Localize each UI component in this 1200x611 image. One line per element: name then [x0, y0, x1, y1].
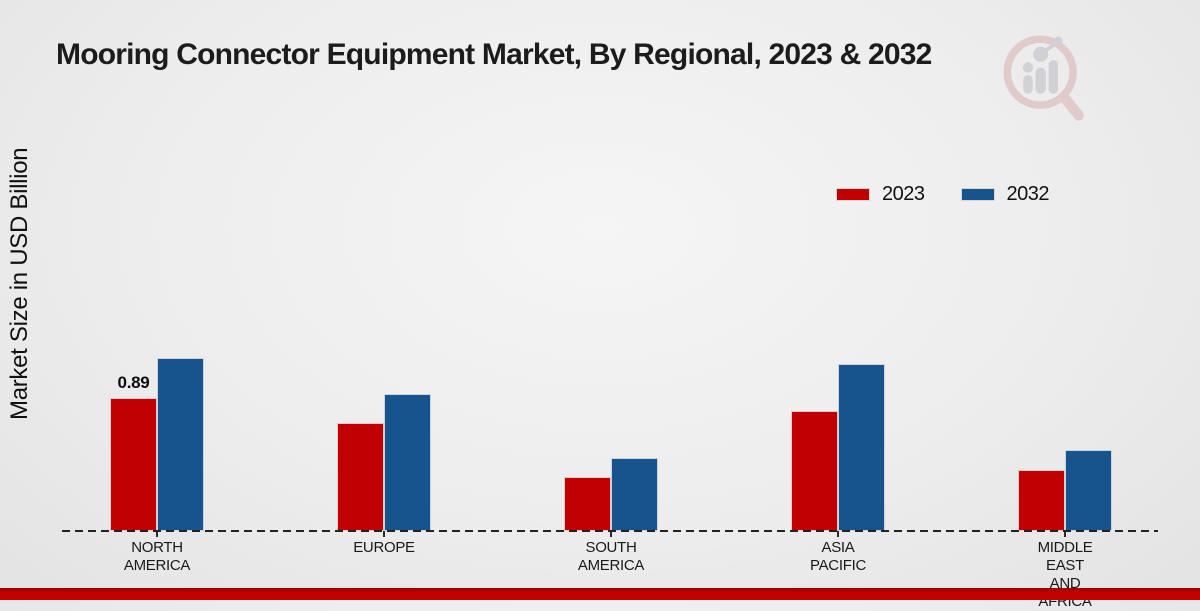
- bar-2032-europe: [384, 394, 431, 531]
- x-axis-label-north-america: NORTH AMERICA: [77, 539, 237, 575]
- x-axis-tick-asia-pacific: [837, 531, 839, 537]
- legend-swatch-2023: [836, 188, 870, 201]
- legend-label-2023: 2023: [882, 183, 925, 205]
- bar-2023-south-america: [564, 477, 611, 531]
- legend-label-2032: 2032: [1006, 183, 1050, 205]
- x-axis-label-line: AND: [1049, 575, 1081, 592]
- bar-value-label-2023: 0.89: [117, 373, 150, 393]
- x-axis-label-line: EAST: [1046, 557, 1084, 574]
- x-axis-label-line: PACIFIC: [810, 557, 866, 574]
- x-axis-baseline: [62, 530, 1158, 532]
- legend: 2023 2032: [836, 183, 1049, 206]
- chart-title: Mooring Connector Equipment Market, By R…: [56, 38, 932, 71]
- bar-2023-north-america: [110, 398, 157, 531]
- x-axis-label-middle-east-and-africa: MIDDLE EAST AND AFRICA: [985, 539, 1145, 611]
- x-axis-tick-north-america: [156, 531, 158, 537]
- bar-2032-south-america: [611, 458, 658, 531]
- x-axis-tick-middle-east-and-africa: [1064, 531, 1066, 537]
- x-axis-label-south-america: SOUTH AMERICA: [531, 539, 691, 575]
- bar-2023-europe: [337, 423, 384, 531]
- bar-2032-north-america: [157, 358, 204, 531]
- bar-2023-asia-pacific: [791, 411, 838, 531]
- bar-2032-asia-pacific: [838, 364, 885, 531]
- x-axis-label-asia-pacific: ASIA PACIFIC: [758, 539, 918, 575]
- bar-2023-middle-east-and-africa: [1018, 470, 1065, 531]
- x-axis-label-line: ASIA: [821, 539, 855, 556]
- bar-2032-middle-east-and-africa: [1065, 450, 1112, 531]
- legend-item-2032: 2032: [960, 183, 1050, 206]
- x-axis-label-line: AMERICA: [577, 557, 645, 574]
- x-axis-label-line: AMERICA: [123, 557, 191, 574]
- x-axis-label-line: MIDDLE: [1037, 539, 1093, 556]
- x-axis-label-line: SOUTH: [585, 539, 637, 556]
- legend-item-2023: 2023: [836, 183, 925, 206]
- bottom-red-banner: [0, 588, 1200, 600]
- magnifier-bar-chart-logo-icon: [1003, 35, 1084, 121]
- x-axis-label-line: EUROPE: [353, 539, 415, 556]
- x-axis-tick-south-america: [610, 531, 612, 537]
- legend-swatch-2032: [960, 188, 995, 201]
- x-axis-label-europe: EUROPE: [304, 539, 464, 557]
- x-axis-label-line: NORTH: [131, 539, 183, 556]
- x-axis-tick-europe: [383, 531, 385, 537]
